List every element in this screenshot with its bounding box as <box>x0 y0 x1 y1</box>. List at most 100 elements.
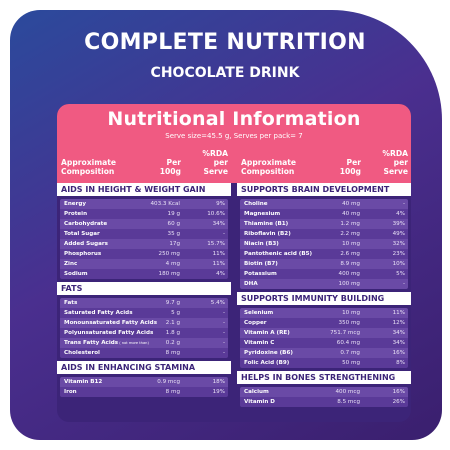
per-100g-value: 350 mg <box>338 320 360 326</box>
per-100g-value: 17g <box>169 241 180 247</box>
rda-value: 11% <box>212 251 225 257</box>
per-100g-value: 0.7 mg <box>340 350 360 356</box>
rda-value: 34% <box>392 340 405 346</box>
nutrient-row: Total Sugar 35 g - <box>60 229 228 239</box>
nutrient-list: Fats 9.7 g 5.4% Saturated Fatty Acids 5 g - Mo… <box>57 295 231 361</box>
left-column: AIDS IN HEIGHT & WEIGHT GAIN Energy 403.3 … <box>57 183 231 422</box>
nutrient-name: Vitamin D <box>244 397 275 407</box>
per-100g-value: 9.7 g <box>165 300 180 306</box>
nutrient-label: Potassium <box>244 271 277 277</box>
rda-value: 5% <box>396 271 405 277</box>
per-100g-value: 40 mg <box>342 211 360 217</box>
per-100g-value: 751.7 mcg <box>330 330 360 336</box>
nutrient-name: Choline <box>244 199 268 209</box>
nutrient-name: Energy <box>64 199 86 209</box>
rda-value: 8% <box>396 360 405 366</box>
rda-value: 39% <box>392 221 405 227</box>
panel-header: Nutritional Information Serve size=45.5 … <box>57 104 411 183</box>
per-100g-value: 180 mg <box>158 271 180 277</box>
per-100g-value: 2.1 g <box>165 320 180 326</box>
nutrient-rows: Choline 40 mg - Magnesium 40 mg 4% Thiamine (B… <box>240 199 408 289</box>
nutrient-row: Folic Acid (B9) 50 mg 8% <box>240 358 408 368</box>
rda-value: 19% <box>212 389 225 395</box>
per-100g-value: 8.5 mcg <box>337 399 360 405</box>
nutrient-row: Niacin (B3) 10 mg 32% <box>240 239 408 249</box>
nutrient-row: Protein 19 g 10.6% <box>60 209 228 219</box>
rda-value: 15.7% <box>207 241 225 247</box>
nutrient-list: Choline 40 mg - Magnesium 40 mg 4% Thiamine (B… <box>237 196 411 292</box>
rda-value: 11% <box>392 310 405 316</box>
rda-value: 49% <box>392 231 405 237</box>
nutrient-row: Biotin (B7) 8.9 mg 10% <box>240 259 408 269</box>
nutrient-label: Vitamin B12 <box>64 379 103 385</box>
nutrient-row: DHA 100 mg - <box>240 279 408 289</box>
nutrient-row: Copper 350 mg 12% <box>240 318 408 328</box>
per-100g-value: 8 mg <box>165 350 180 356</box>
nutrient-name: Calcium <box>244 387 269 397</box>
nutrient-label: Fats <box>64 300 78 306</box>
nutrient-name: Carbohydrate <box>64 219 107 229</box>
per-100g-value: 60 g <box>167 221 180 227</box>
nutrient-label: Copper <box>244 320 267 326</box>
rda-value: 4% <box>396 211 405 217</box>
per-100g-value: 100 mg <box>338 281 360 287</box>
per-100g-value: 4 mg <box>165 261 180 267</box>
nutrient-label: Total Sugar <box>64 231 100 237</box>
per-100g-value: 403.3 Kcal <box>150 201 180 207</box>
nutrient-row: Added Sugars 17g 15.7% <box>60 239 228 249</box>
section-heading: FATS <box>57 282 231 295</box>
nutrient-label: Riboflavin (B2) <box>244 231 291 237</box>
nutrient-rows: Calcium 400 mcg 16% Vitamin D 8.5 mcg 26% <box>240 387 408 407</box>
nutrient-label: Vitamin D <box>244 399 275 405</box>
rda-value: 18% <box>212 379 225 385</box>
nutrient-label: Choline <box>244 201 268 207</box>
nutrient-row: Thiamine (B1) 1.2 mg 39% <box>240 219 408 229</box>
section-heading: HELPS IN BONES STRENGTHENING <box>237 371 411 384</box>
nutrient-label: Pyridoxine (B6) <box>244 350 293 356</box>
rda-value: 12% <box>392 320 405 326</box>
nutrient-label: Protein <box>64 211 88 217</box>
nutrient-name: Protein <box>64 209 87 219</box>
rda-value: 10.6% <box>207 211 225 217</box>
per-100g-value: 400 mcg <box>335 389 360 395</box>
per-100g-value: 40 mg <box>342 201 360 207</box>
nutrient-label: Selenium <box>244 310 274 316</box>
nutrient-name: Pantothenic acid (B5) <box>244 249 312 259</box>
nutrient-name: Added Sugars <box>64 239 108 249</box>
nutrient-row: Vitamin B12 0.9 mcg 18% <box>60 377 228 387</box>
nutrient-label: Cholesterol <box>64 350 100 356</box>
nutrient-label: Phosphorus <box>64 251 102 257</box>
nutrition-panel: Nutritional Information Serve size=45.5 … <box>57 104 411 422</box>
per-100g-value: 19 g <box>167 211 180 217</box>
nutrient-name: Selenium <box>244 308 273 318</box>
rda-value: - <box>222 340 225 346</box>
nutrient-row: Vitamin C 60.4 mg 34% <box>240 338 408 348</box>
rda-value: 34% <box>392 330 405 336</box>
nutrient-label: Added Sugars <box>64 241 108 247</box>
per-100g-value: 2.2 mg <box>340 231 360 237</box>
nutrient-name: Polyunsaturated Fatty Acids <box>64 328 153 338</box>
nutrient-rows: Energy 403.3 Kcal 9% Protein 19 g 10.6% Carboh… <box>60 199 228 279</box>
nutrient-label: Polyunsaturated Fatty Acids <box>64 330 154 336</box>
nutrient-name: Thiamine (B1) <box>244 219 288 229</box>
nutrient-label: Calcium <box>244 389 269 395</box>
nutrient-label: DHA <box>244 281 258 287</box>
column-header-left: Approximate Composition Per 100g %RDA pe… <box>57 144 231 180</box>
rda-value: 23% <box>392 251 405 257</box>
nutrient-label: Iron <box>64 389 77 395</box>
nutrient-name: Iron <box>64 387 77 397</box>
nutrient-label: Sodium <box>64 271 88 277</box>
nutrient-label: Trans Fatty Acids <box>64 340 119 346</box>
nutrient-label: Biotin (B7) <box>244 261 278 267</box>
nutrient-label: Pantothenic acid (B5) <box>244 251 313 257</box>
per-100g-value: 1.2 mg <box>340 221 360 227</box>
nutrient-name: Folic Acid (B9) <box>244 358 289 368</box>
nutrient-name: Magnesium <box>244 209 280 219</box>
per-100g-value: 0.9 mcg <box>157 379 180 385</box>
rda-value: 16% <box>392 350 405 356</box>
rda-heading: %RDA per Serve <box>202 149 228 176</box>
nutrient-label: Vitamin A (RE) <box>244 330 290 336</box>
nutrient-rows: Selenium 10 mg 11% Copper 350 mg 12% Vitamin A… <box>240 308 408 368</box>
rda-value: 4% <box>216 271 225 277</box>
per-100g-heading: Per 100g <box>339 158 361 176</box>
